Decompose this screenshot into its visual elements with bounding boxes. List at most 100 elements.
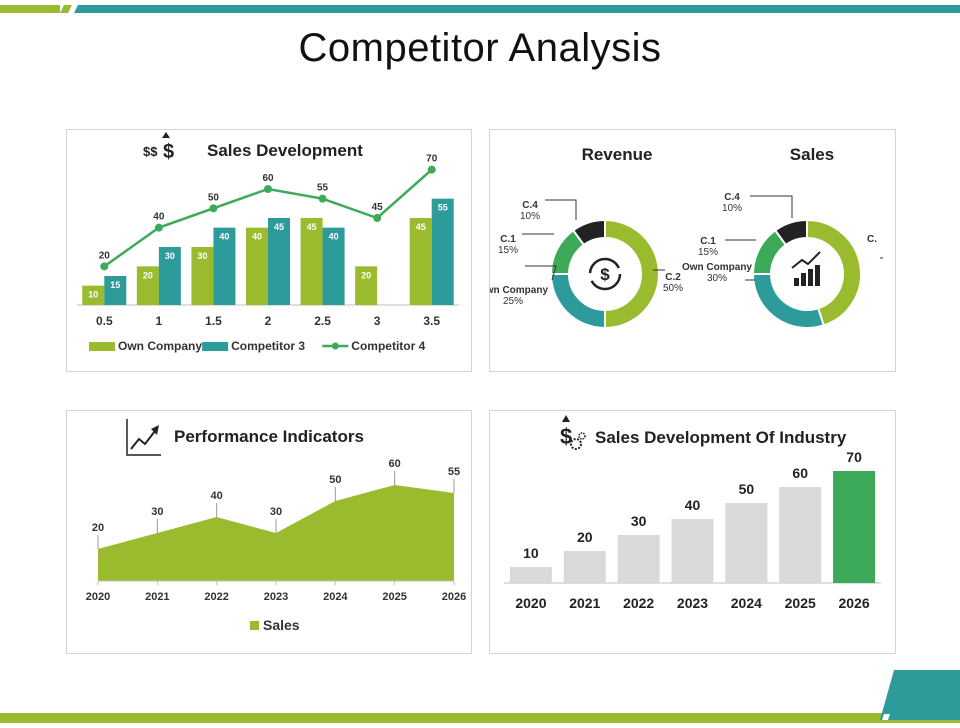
corner-accent	[880, 670, 960, 720]
data-label: 30	[270, 506, 282, 518]
data-label: 30	[631, 513, 647, 529]
legend-swatch	[202, 342, 229, 351]
slice-label: C.	[867, 234, 877, 245]
bar-label: 55	[438, 203, 448, 213]
x-tick-label: 2021	[145, 591, 169, 603]
legend-label: Competitor 4	[351, 339, 425, 353]
bar-label: 45	[274, 222, 284, 232]
slice-label: Own Company	[490, 285, 548, 296]
corner-accent-graphic	[880, 670, 960, 720]
industry-sales-panel: $ Sales Development Of Industry 10 2020 20…	[489, 410, 896, 654]
x-tick-label: 2022	[623, 595, 654, 611]
bar	[617, 535, 660, 583]
leader-line	[545, 199, 577, 220]
bar-label: 20	[143, 270, 153, 280]
donut-slice-c-4	[773, 218, 808, 247]
x-tick-label: 2024	[731, 595, 762, 611]
legend-label: Competitor 3	[231, 339, 305, 353]
revenue-sales-chart: Revenue Sales C.250%Own Company25%C.115%…	[478, 145, 883, 330]
x-tick-label: 1.5	[205, 314, 222, 328]
data-label: 60	[389, 458, 401, 470]
bar-label: 15	[110, 280, 120, 290]
x-tick-label: 2020	[86, 591, 110, 603]
line-point	[264, 185, 272, 193]
slice-value: 30%	[707, 273, 727, 284]
data-label: 70	[846, 449, 862, 465]
slice-label: C.4	[724, 192, 740, 203]
leader-line	[525, 265, 557, 281]
performance-indicators-panel: Performance Indicators 20 2020 30 2021 40 202…	[66, 410, 472, 654]
bar-label: 10	[88, 290, 98, 300]
slice-value: 50%	[663, 283, 683, 294]
legend-label: Sales	[263, 617, 300, 633]
line-label: 70	[426, 154, 438, 165]
bar-label: 40	[252, 232, 262, 242]
page-title: Competitor Analysis	[298, 26, 662, 70]
x-tick-label: 0.5	[96, 314, 113, 328]
performance-indicators-chart: Performance Indicators 20202030202140202…	[86, 419, 466, 633]
chart-title: Sales Development	[207, 141, 363, 160]
data-label: 55	[448, 466, 460, 478]
bar	[725, 503, 768, 583]
trend-icon	[126, 419, 161, 456]
svg-text:$$: $$	[143, 144, 158, 159]
bar-label: 40	[329, 232, 339, 242]
line-label: 20	[99, 250, 111, 261]
line-point	[154, 223, 163, 232]
bar-own-company	[246, 227, 268, 305]
line-point	[427, 165, 436, 174]
refresh-arc	[588, 257, 622, 291]
bar-own-company	[300, 218, 323, 305]
donut-slice-own-company	[751, 273, 825, 329]
data-label: 20	[577, 529, 593, 545]
growth-bar	[801, 273, 806, 286]
leader-line	[750, 195, 793, 218]
legend-marker	[331, 342, 339, 350]
legend-label: Own Company	[118, 339, 202, 353]
sales-development-panel: $$ $ Sales Development 10 15 0.5 20 30 1 30 40 1…	[66, 129, 472, 372]
sales-title: Sales	[790, 145, 834, 164]
bar-label: 30	[197, 251, 207, 261]
growth-bar	[808, 269, 813, 286]
data-label: 40	[685, 497, 701, 513]
bottom-accent-graphic	[0, 713, 960, 723]
bar-own-company	[136, 266, 159, 305]
bar-own-company	[82, 285, 105, 305]
line-label: 40	[153, 212, 165, 223]
x-tick-label: 2023	[677, 595, 708, 611]
slice-label: C.4	[522, 200, 538, 211]
chart-title: Sales Development Of Industry	[595, 428, 847, 447]
x-tick-label: 2020	[515, 595, 546, 611]
dollar-icon: $$ $	[143, 132, 174, 163]
dollar-glyph: $	[600, 265, 610, 284]
top-accent-graphic	[0, 5, 960, 13]
data-label: 40	[211, 490, 223, 502]
bar-competitor-3	[431, 198, 454, 305]
x-tick-label: 2024	[323, 591, 348, 603]
x-tick-label: 2022	[204, 591, 228, 603]
growth-arrow	[791, 251, 821, 269]
bar-competitor-3	[104, 276, 127, 305]
sales-development-chart: $$ $ Sales Development 10 15 0.5 20 30 1 30 40 1…	[77, 132, 459, 353]
growth-bar	[815, 265, 820, 286]
x-tick-label: 2.5	[314, 314, 331, 328]
x-tick-label: 1	[156, 314, 163, 328]
top-accent-bar	[0, 0, 960, 13]
bottom-accent-bar	[0, 710, 960, 723]
x-tick-label: 2026	[838, 595, 869, 611]
line-label: 50	[208, 192, 220, 203]
slice-label: C.2	[665, 272, 681, 283]
bar-competitor-3	[268, 218, 290, 305]
data-label: 20	[92, 522, 104, 534]
data-label: 50	[739, 481, 755, 497]
donut-slice-c-4	[571, 218, 606, 247]
bar-label: 20	[361, 270, 371, 280]
bar	[509, 567, 552, 583]
x-tick-label: 2021	[569, 595, 600, 611]
slice-value: 15%	[498, 245, 518, 256]
svg-text:$: $	[163, 141, 174, 163]
bar-label: 45	[307, 222, 317, 232]
x-tick-label: 2	[265, 314, 272, 328]
bar-own-company	[191, 247, 214, 305]
slice-value: 25%	[503, 296, 523, 307]
